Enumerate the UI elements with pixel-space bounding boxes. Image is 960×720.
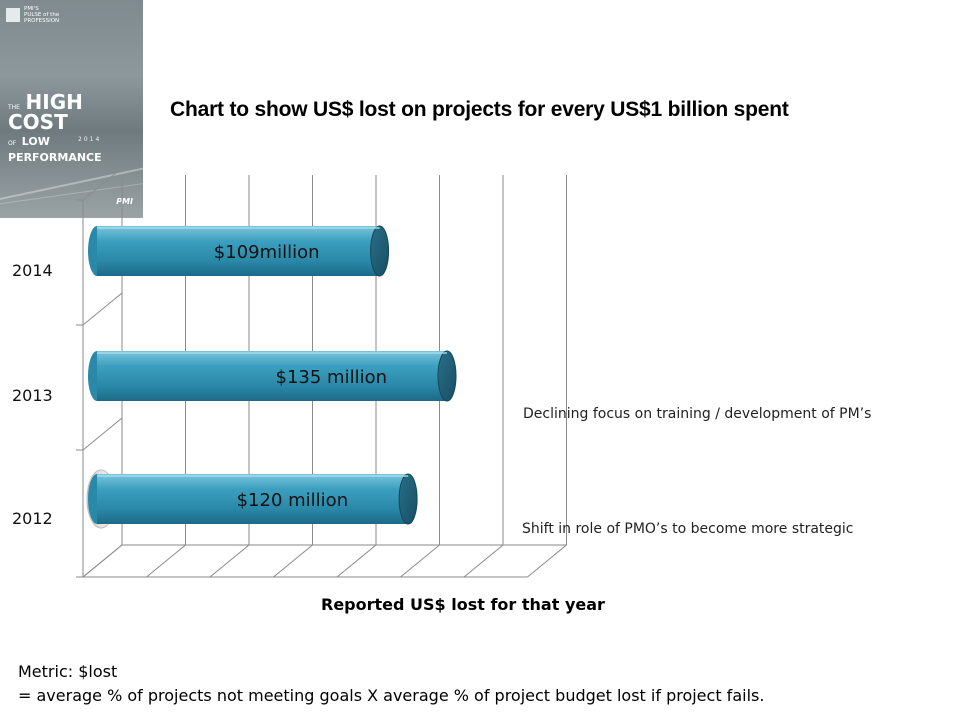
chart-axes xyxy=(76,167,567,578)
metric-line1: Metric: $lost xyxy=(18,662,118,681)
chart-bars xyxy=(86,225,457,529)
cover-title-prefix: THE xyxy=(8,104,20,111)
metric-line2: = average % of projects not meeting goal… xyxy=(18,686,765,705)
metric-definition: Metric: $lost = average % of projects no… xyxy=(18,660,764,708)
bar xyxy=(88,225,390,277)
floor-gridline xyxy=(209,544,250,578)
bar-body xyxy=(97,474,409,524)
wall-diagonal xyxy=(82,292,123,326)
bar xyxy=(88,350,457,402)
floor-gridline xyxy=(273,544,313,578)
y-tick-label: 2013 xyxy=(12,386,53,405)
wall-diagonal xyxy=(82,544,123,578)
pmi-logo: PMI xyxy=(116,197,133,206)
bar-right-cap xyxy=(437,350,457,402)
floor-gridline xyxy=(146,544,186,578)
bar-data-label: $120 million xyxy=(237,490,349,511)
wall-diagonal xyxy=(82,417,123,451)
bar-right-cap xyxy=(398,473,418,525)
cover-brand: PMI'S PULSE of the PROFESSION xyxy=(6,6,59,24)
y-tick-label: 2014 xyxy=(12,261,53,280)
cover-year: 2014 xyxy=(78,136,102,143)
pulse-logo-icon xyxy=(6,8,20,22)
bar-data-label: $109million xyxy=(214,242,320,263)
floor-gridline xyxy=(527,544,567,578)
cover-title-sub: LOW PERFORMANCE xyxy=(8,135,102,164)
chart-labels: $109million 2014 $135 million 2013 $120 mill… xyxy=(12,242,387,528)
floor-gridline xyxy=(463,544,504,578)
bar xyxy=(86,469,418,529)
annotation-2012: Shift in role of PMO’s to become more st… xyxy=(522,521,854,537)
bar-body xyxy=(97,226,380,276)
wall-diagonal xyxy=(82,167,123,201)
cover-brand-line3: PROFESSION xyxy=(24,18,60,24)
bar-data-label: $135 million xyxy=(276,367,388,388)
chart-title: Chart to show US$ lost on projects for e… xyxy=(170,98,789,121)
cover-title-sub-prefix: OF xyxy=(8,140,17,147)
cover-title: THE HIGH COST OF LOW PERFORMANCE xyxy=(8,92,143,164)
cover-brand-line1: PMI'S xyxy=(24,6,39,12)
report-cover-image: PMI'S PULSE of the PROFESSION THE HIGH C… xyxy=(0,0,143,218)
floor-gridline xyxy=(400,544,440,578)
x-axis-label: Reported US$ lost for that year xyxy=(321,595,605,614)
cover-brand-line2: PULSE of the xyxy=(24,12,60,18)
cover-title-main: HIGH COST xyxy=(8,90,83,134)
annotation-2013: Declining focus on training / developmen… xyxy=(523,406,872,422)
bar-body xyxy=(97,351,447,401)
y-tick-label: 2012 xyxy=(12,509,53,528)
bar-right-cap xyxy=(370,225,390,277)
floor-gridline xyxy=(336,544,377,578)
